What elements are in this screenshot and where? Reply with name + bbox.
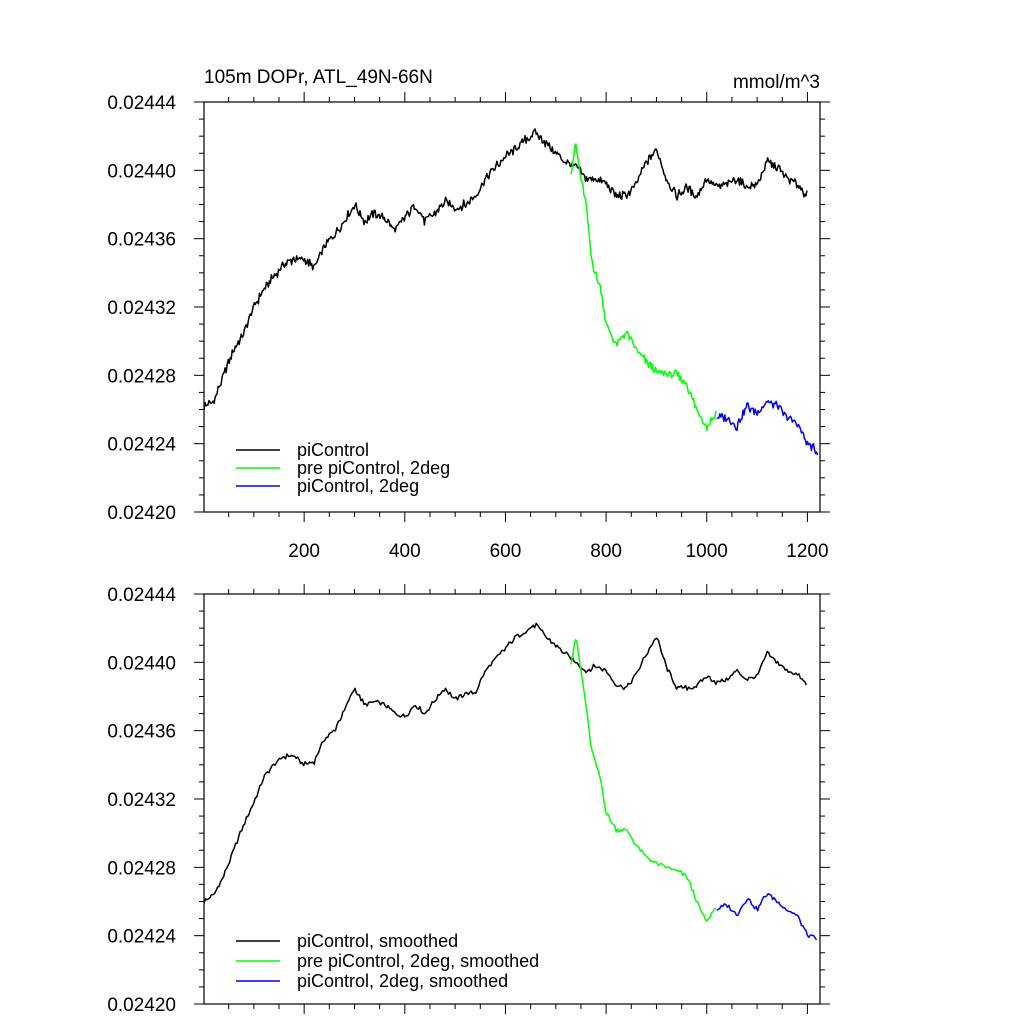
x-tick-label: 800 xyxy=(590,541,622,562)
series-line-3 xyxy=(716,400,819,456)
legend-label: piControl, 2deg xyxy=(297,476,419,496)
legend-label: piControl, smoothed xyxy=(297,931,458,951)
legend-label: piControl xyxy=(297,440,369,460)
x-tick-label: 1000 xyxy=(686,541,728,562)
y-tick-label: 0.02424 xyxy=(107,435,176,456)
y-tick-label: 0.02444 xyxy=(107,93,176,114)
y-tick-label: 0.02440 xyxy=(107,653,176,674)
y-tick-label: 0.02432 xyxy=(107,298,176,319)
y-tick-label: 0.02424 xyxy=(107,927,176,948)
y-tick-label: 0.02444 xyxy=(107,585,176,606)
series-line-2 xyxy=(570,639,717,922)
y-tick-label: 0.02420 xyxy=(107,503,176,524)
y-tick-label: 0.02420 xyxy=(107,995,176,1016)
legend-label: piControl, 2deg, smoothed xyxy=(297,971,508,991)
series-line-2 xyxy=(570,143,718,432)
figure-title: 105m DOPr, ATL_49N-66N xyxy=(204,67,433,88)
x-tick-label: 400 xyxy=(389,541,421,562)
x-tick-label: 200 xyxy=(288,541,320,562)
series-line-3 xyxy=(716,892,818,941)
y-tick-label: 0.02432 xyxy=(107,790,176,811)
legend-label: pre piControl, 2deg, smoothed xyxy=(297,951,539,971)
y-tick-label: 0.02428 xyxy=(107,366,176,387)
legend-label: pre piControl, 2deg xyxy=(297,458,450,478)
figure-units: mmol/m^3 xyxy=(733,72,820,93)
y-tick-label: 0.02440 xyxy=(107,161,176,182)
y-tick-label: 0.02428 xyxy=(107,858,176,879)
bottom-panel: 0.02420 0.02424 0.02428 0.02432 0.02436 0.024… xyxy=(107,584,830,1016)
series-line-1 xyxy=(204,622,808,904)
x-tick-label: 1200 xyxy=(786,541,828,562)
y-tick-label: 0.02436 xyxy=(107,722,176,743)
series-line-1 xyxy=(204,128,808,410)
x-tick-label: 600 xyxy=(490,541,522,562)
y-tick-label: 0.02436 xyxy=(107,230,176,251)
top-panel: 200 400 600 800 1000 1200 0.02420 0.02424 0.0242… xyxy=(107,92,830,562)
